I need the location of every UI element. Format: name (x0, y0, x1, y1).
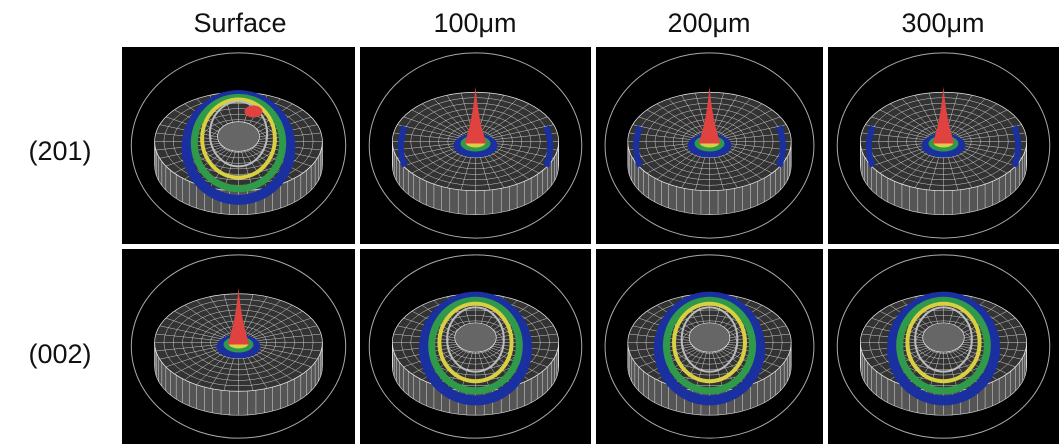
column-label: 100μm (433, 8, 516, 38)
column-label: 200μm (667, 8, 750, 38)
outer-circle (836, 254, 1051, 439)
pole-figure (122, 249, 355, 444)
intensity-contour (428, 296, 523, 395)
pole-figure (596, 249, 823, 444)
pole-figure (360, 249, 591, 444)
intensity-contour (905, 301, 982, 384)
outer-circle (130, 52, 347, 239)
outer-circle (604, 52, 815, 239)
intensity-contour (662, 296, 757, 395)
intensity-peak (227, 287, 250, 345)
intensity-contour (633, 125, 643, 168)
row-label: (201) (28, 136, 91, 166)
column-label: 300μm (901, 8, 984, 38)
intensity-contour (672, 301, 747, 384)
intensity-contour (914, 306, 973, 373)
intensity-peak (244, 105, 263, 118)
intensity-contour (680, 306, 739, 373)
intensity-contour (190, 93, 287, 193)
column-label: Surface (193, 8, 286, 38)
intensity-contour (200, 97, 277, 180)
intensity-contour (776, 125, 786, 168)
outer-circle (604, 254, 815, 439)
outer-circle (368, 254, 583, 439)
pole-figure (828, 249, 1059, 444)
intensity-contour (922, 322, 965, 353)
intensity-contour (437, 301, 514, 384)
intensity-contour (454, 322, 497, 353)
intensity-peak (698, 86, 721, 144)
intensity-contour (653, 291, 766, 406)
intensity-peak (932, 86, 955, 144)
intensity-contour (896, 296, 991, 395)
intensity-contour (446, 306, 505, 373)
intensity-contour (1011, 125, 1022, 168)
intensity-contour (217, 121, 260, 152)
outer-circle (836, 52, 1051, 239)
pole-figure (122, 47, 355, 244)
intensity-contour (543, 125, 554, 168)
intensity-contour (886, 291, 1001, 406)
outer-circle (368, 52, 583, 239)
outer-circle (130, 254, 347, 439)
intensity-contour (208, 100, 269, 168)
intensity-contour (418, 291, 533, 406)
intensity-contour (865, 125, 876, 168)
pole-figure (360, 47, 591, 244)
intensity-contour (688, 322, 731, 353)
row-label: (002) (28, 339, 91, 369)
pole-figure (828, 47, 1059, 244)
intensity-contour (397, 125, 408, 168)
pole-figure (596, 47, 823, 244)
intensity-peak (464, 86, 487, 144)
